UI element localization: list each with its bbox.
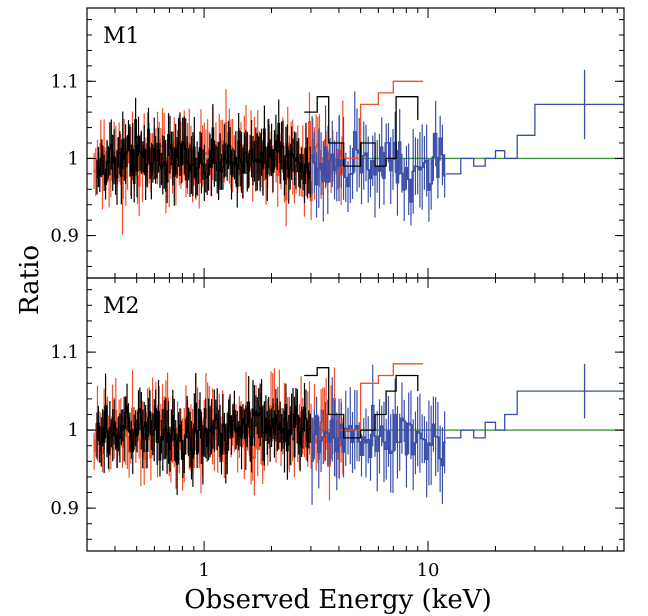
panel-m1-label: M1	[103, 24, 140, 49]
panel-m1-ytick-label: 1.1	[50, 71, 79, 92]
panel-m2-black-high-step	[304, 367, 419, 439]
panel-m2-blue-residuals	[310, 364, 446, 505]
x-axis: 1 10	[198, 560, 439, 581]
panel-m2-black-step	[96, 401, 311, 465]
panel-m1-blue-high-step	[445, 103, 624, 175]
panel-m2-black-residuals	[96, 373, 311, 495]
panel-m1-axes: 0.9 1 1.1	[50, 8, 624, 278]
panel-m2-blue-step	[310, 404, 446, 467]
panel-m2-ytick-label: 1	[68, 420, 79, 441]
panel-m2-ytick-label: 1.1	[50, 342, 79, 363]
panel-m1-black-residuals	[96, 97, 311, 208]
panel-m1-plot	[87, 69, 624, 235]
x-axis-label: Observed Energy (keV)	[184, 585, 491, 615]
y-axis-label: Ratio	[15, 245, 45, 315]
panel-m1-ytick-label: 1	[68, 148, 79, 169]
panel-m2-ytick-label: 0.9	[50, 498, 79, 519]
panel-m1-blue-step	[310, 131, 446, 203]
panel-m2-blue-high-step	[445, 390, 624, 439]
panel-m1-black-high-step	[304, 96, 419, 167]
panel-m2-plot	[87, 363, 624, 505]
panel-m2-axes: 0.9 1 1.1	[50, 278, 624, 551]
panel-m1-black-step	[96, 119, 311, 187]
xtick-label: 1	[198, 560, 209, 581]
panel-m2: M2 0.9 1 1.1	[50, 277, 625, 552]
panel-m2-label: M2	[103, 294, 140, 319]
panel-m1-ytick-label: 0.9	[50, 226, 79, 247]
xtick-label: 10	[417, 560, 440, 581]
panel-m1-red-high-step	[338, 80, 423, 160]
panel-m1: M1 0.9 1 1.1	[50, 7, 625, 279]
panel-m2-red-high-step	[338, 363, 423, 431]
